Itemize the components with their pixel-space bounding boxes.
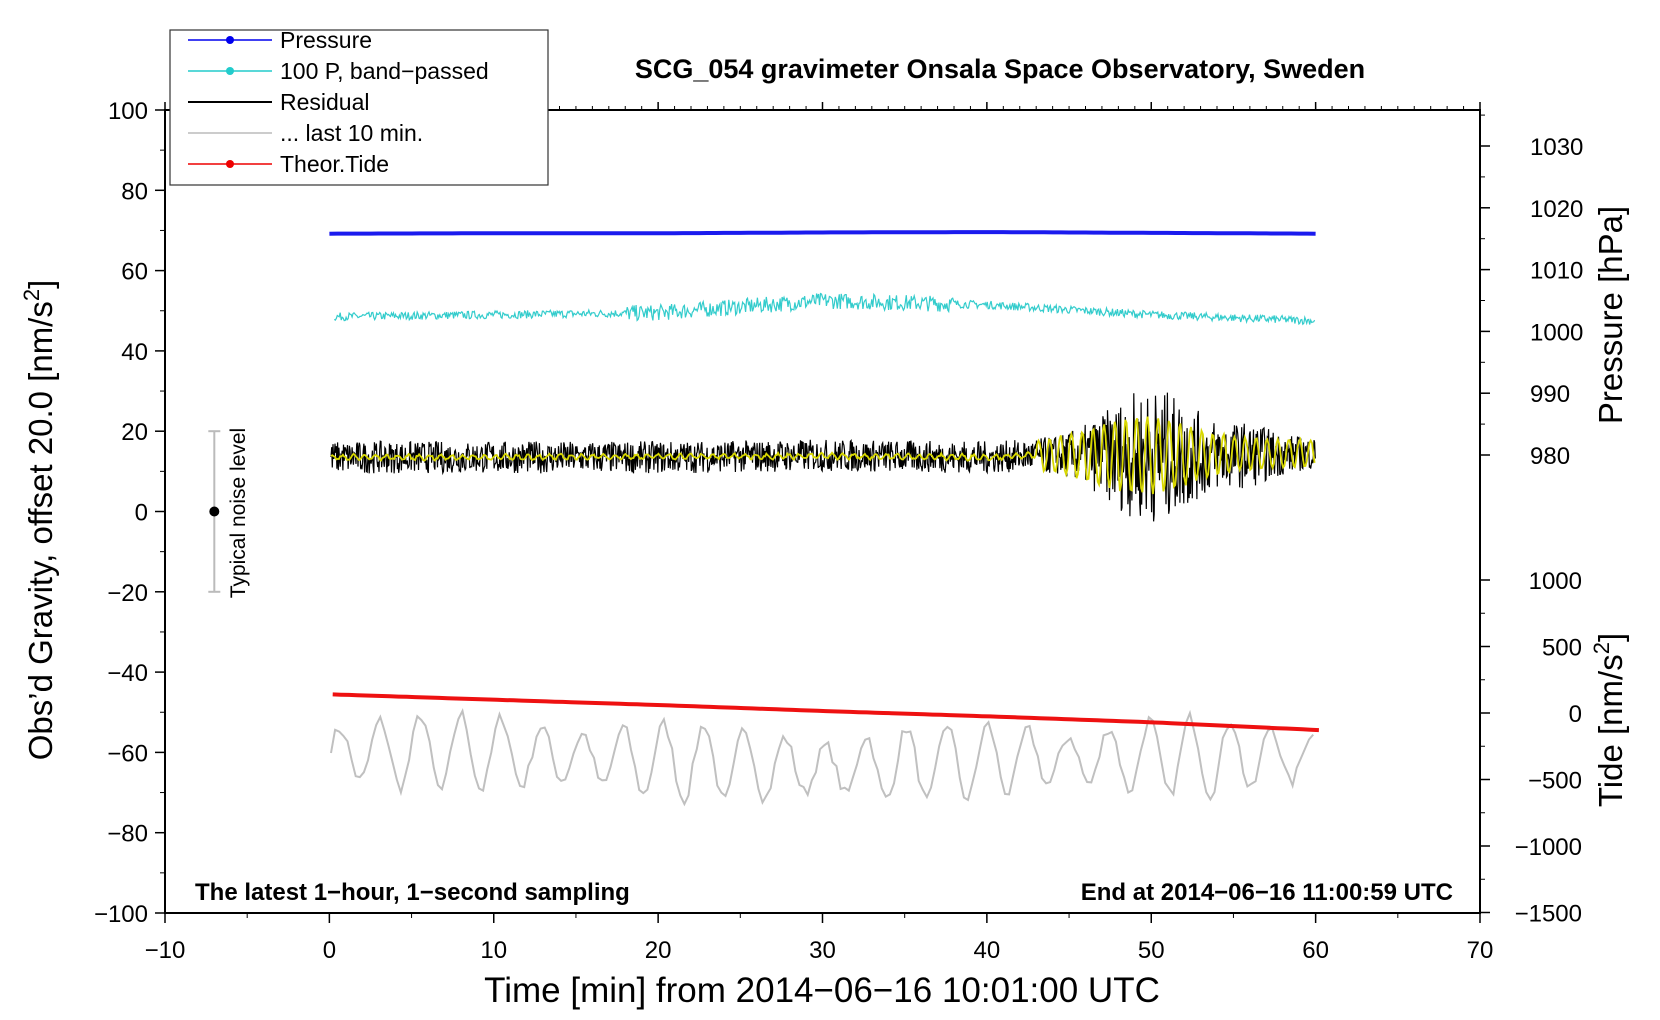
- pressure-axis: 980 990 1000 1010 1020 1030: [1480, 114, 1583, 470]
- y-tick-label-100: 100: [108, 98, 148, 125]
- series-layer: [329, 230, 1319, 807]
- series-last-10-min: [330, 708, 1314, 807]
- y-tick-label-0: 0: [135, 500, 148, 527]
- y-axis-label-gravity-text: Obs’d Gravity, offset 20.0 [nm/s: [22, 301, 59, 760]
- y-tick-label--100: −100: [94, 901, 148, 928]
- x-axis: −10 0 10 20 30 40 50 60 70: [145, 102, 1494, 964]
- y-axis-label-gravity: Obs’d Gravity, offset 20.0 [nm/s2]: [19, 280, 59, 761]
- tide-tick-label--1000: −1000: [1515, 834, 1582, 861]
- legend-label-3: ... last 10 min.: [280, 120, 423, 146]
- legend-label-0: Pressure: [280, 27, 372, 53]
- series-band-passed-pressure: [333, 292, 1316, 326]
- x-tick-label-10: 10: [480, 937, 507, 964]
- series-residual-filtered: [330, 416, 1316, 495]
- y-axis: −100 −80 −60 −40 −20 0 20 40 60 80 100: [94, 98, 165, 928]
- noise-level-label: Typical noise level: [227, 428, 250, 598]
- x-tick-label-30: 30: [809, 937, 836, 964]
- legend-marker-0: [226, 36, 234, 44]
- pressure-tick-label-1020: 1020: [1530, 196, 1583, 223]
- x-axis-label: Time [min] from 2014−06−16 10:01:00 UTC: [484, 971, 1160, 1010]
- y-tick-label--80: −80: [107, 821, 148, 848]
- legend-marker-1: [226, 67, 234, 75]
- noise-bar-center-dot: [209, 506, 220, 517]
- x-tick-label-70: 70: [1467, 937, 1494, 964]
- annotation-end-time: End at 2014−06−16 11:00:59 UTC: [1081, 879, 1453, 906]
- y-tick-label--20: −20: [107, 580, 148, 607]
- pressure-tick-label-1010: 1010: [1530, 258, 1583, 285]
- tide-tick-label-1000: 1000: [1529, 568, 1582, 595]
- series-residual: [330, 392, 1316, 522]
- tide-axis: −1500 −1000 −500 0 500 1000: [1480, 568, 1582, 928]
- pressure-tick-label-1030: 1030: [1530, 134, 1583, 161]
- chart-title: SCG_054 gravimeter Onsala Space Observat…: [635, 54, 1365, 84]
- y-axis-label-gravity-sup: 2: [19, 289, 44, 301]
- series-theoretical-tide: [332, 692, 1319, 733]
- tide-tick-label--1500: −1500: [1515, 901, 1582, 928]
- y-axis-label-tide-sup: 2: [1589, 642, 1614, 654]
- y-tick-label--40: −40: [107, 660, 148, 687]
- y-axis-label-gravity-close: ]: [22, 280, 59, 289]
- pressure-tick-label-990: 990: [1530, 381, 1570, 408]
- x-tick-label-60: 60: [1302, 937, 1329, 964]
- legend-label-4: Theor.Tide: [280, 151, 389, 177]
- y-tick-label-60: 60: [121, 259, 148, 286]
- y-axis-label-tide-close: ]: [1592, 633, 1629, 642]
- x-tick-label-20: 20: [645, 937, 672, 964]
- legend-label-1: 100 P, band−passed: [280, 58, 489, 84]
- legend-box: [169, 29, 549, 186]
- y-tick-label-40: 40: [121, 339, 148, 366]
- y-axis-label-tide: Tide [nm/s2]: [1589, 633, 1629, 807]
- annotation-latest-hour: The latest 1−hour, 1−second sampling: [195, 879, 630, 906]
- tide-tick-label-500: 500: [1542, 635, 1582, 662]
- pressure-tick-label-980: 980: [1530, 443, 1570, 470]
- legend-marker-4: [226, 160, 234, 168]
- y-axis-label-pressure: Pressure [hPa]: [1592, 206, 1629, 424]
- x-tick-label--10: −10: [145, 937, 186, 964]
- noise-level-indicator: [208, 430, 221, 593]
- pressure-tick-label-1000: 1000: [1530, 319, 1583, 346]
- x-tick-label-40: 40: [974, 937, 1001, 964]
- tide-tick-label--500: −500: [1528, 768, 1582, 795]
- tide-tick-label-0: 0: [1569, 701, 1582, 728]
- legend: Pressure 100 P, band−passed Residual ... la…: [169, 27, 549, 186]
- y-tick-label-80: 80: [121, 178, 148, 205]
- y-tick-label-20: 20: [121, 419, 148, 446]
- x-tick-label-50: 50: [1138, 937, 1165, 964]
- y-axis-label-tide-text: Tide [nm/s: [1592, 654, 1629, 807]
- y-tick-label--60: −60: [107, 740, 148, 767]
- series-pressure: [329, 230, 1316, 236]
- legend-label-2: Residual: [280, 89, 370, 115]
- x-tick-label-0: 0: [323, 937, 336, 964]
